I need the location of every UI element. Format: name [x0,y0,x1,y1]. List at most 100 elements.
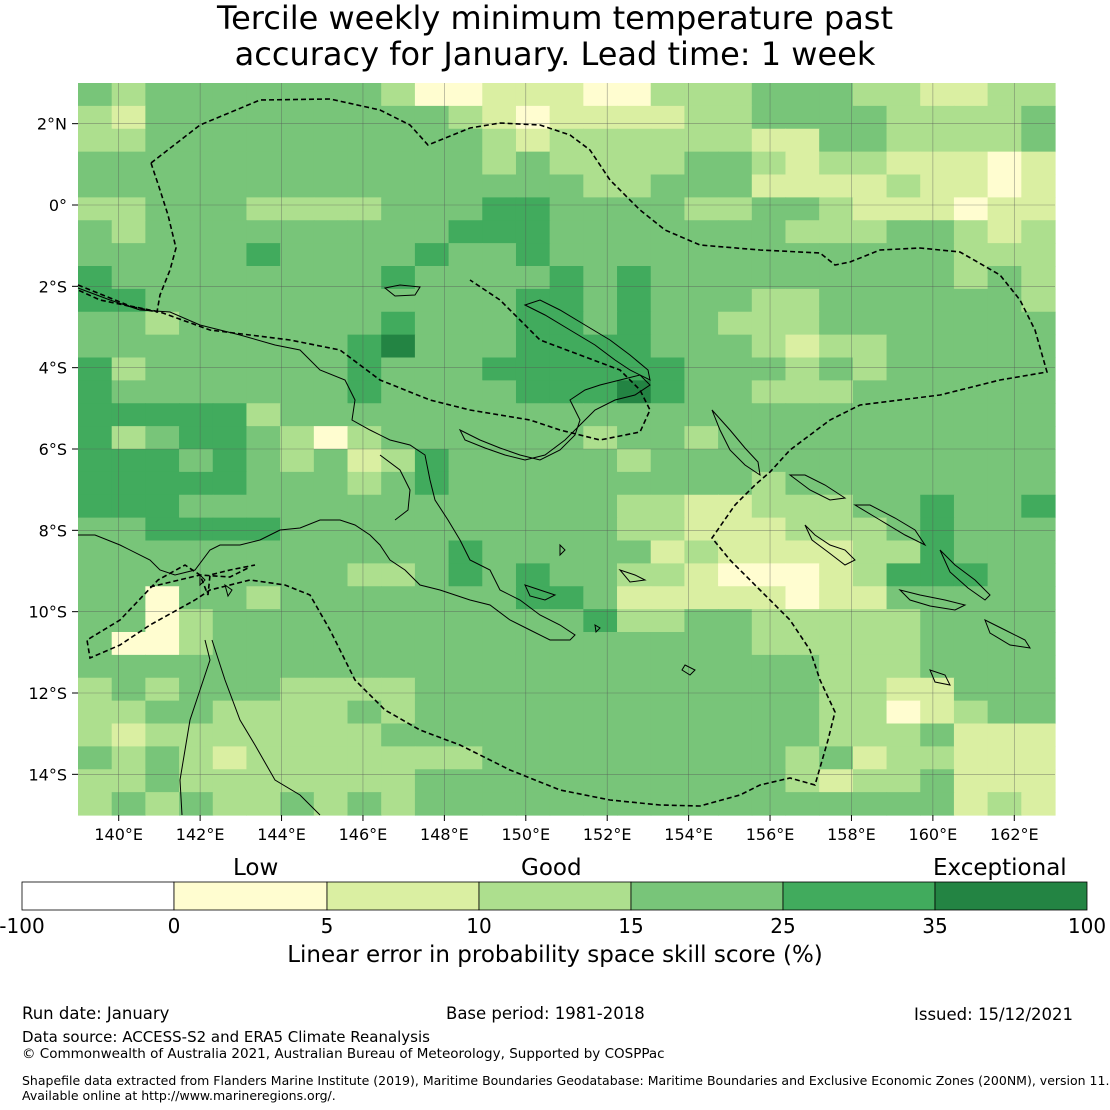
grid-cell [280,449,315,473]
grid-cell [583,769,618,793]
grid-cell [515,197,551,221]
grid-cell [280,609,315,633]
grid-cell [448,334,483,359]
grid-cell [987,609,1022,633]
grid-cell [549,746,584,770]
grid-cell [852,494,888,519]
grid-cell [819,334,854,359]
grid-cell [684,700,719,725]
grid-cell [179,700,214,725]
grid-cell [785,700,820,725]
grid-cell [448,609,483,633]
grid-cell [751,517,787,542]
grid-cell [111,334,146,359]
x-tick-label: 146°E [339,825,388,844]
grid-cell [246,334,281,359]
grid-cell [718,311,753,336]
grid-cell [381,243,416,267]
grid-cell [482,220,517,244]
grid-cell [617,746,652,770]
grid-cell [684,769,719,793]
grid-cell [145,334,180,359]
grid-cell [381,220,416,244]
grid-cell [549,769,584,793]
grid-cell [785,792,820,816]
grid-cell [819,266,854,290]
grid-cell [313,288,349,313]
grid-cell [852,449,888,473]
grid-cell [718,654,753,679]
grid-cell [987,654,1022,679]
grid-cell [953,151,989,176]
grid-cell [280,563,315,587]
grid-cell [347,540,382,564]
grid-cell [617,311,652,336]
grid-cell [751,540,787,564]
grid-cell [852,243,888,267]
grid-cell [381,654,416,679]
grid-cell [718,266,753,290]
grid-cell [886,563,921,587]
grid-cell [650,563,686,587]
y-tick-label: 2°N [37,115,67,134]
grid-cell [920,334,955,359]
grid-cell [212,540,248,564]
grid-cell [448,746,483,770]
colorbar-swatch [630,881,784,911]
colorbar-swatches [21,881,1088,911]
grid-cell [145,792,180,816]
grid-cell [617,220,652,244]
grid-cell [819,403,854,427]
grid-cell [549,449,584,473]
grid-cell [684,632,719,656]
grid-cell [347,243,382,267]
grid-cell [347,334,382,359]
grid-cell [381,357,416,381]
grid-cell [886,449,921,473]
grid-cell [145,197,180,221]
grid-cell [953,311,989,336]
grid-cell [145,83,180,107]
grid-cell [179,654,214,679]
grid-cell [515,334,551,359]
grid-cell [987,449,1022,473]
grid-cell [381,700,416,725]
grid-cell [111,220,146,244]
grid-cell [347,563,382,587]
grid-cell [650,792,686,816]
grid-cell [111,403,146,427]
grid-cell [482,723,517,747]
grid-cell [280,471,315,496]
y-tick-label: 12°S [28,684,67,703]
grid-cell [280,105,315,130]
grid-cell [650,746,686,770]
grid-cell [852,563,888,587]
grid-cell [179,151,214,176]
grid-cell [313,334,349,359]
makira-coastline [984,618,1031,649]
colorbar [21,881,1088,911]
x-tick-label: 160°E [909,825,958,844]
grid-cell [246,174,281,198]
grid-cell [414,471,450,496]
grid-cell [482,540,517,564]
grid-cell [785,380,820,404]
grid-cell [347,197,382,221]
grid-cell [145,128,180,153]
grid-cell [617,654,652,679]
grid-cell [111,243,146,267]
grid-cell [280,632,315,656]
grid-cell [448,288,483,313]
grid-cell [78,311,113,336]
grid-cell [347,266,382,290]
grid-cell [381,563,416,587]
grid-cell [448,197,483,221]
grid-cell [852,311,888,336]
grid-cell [583,105,618,130]
grid-cell [448,426,483,450]
grid-cell [280,517,315,542]
grid-cell [145,586,180,610]
grid-cell [920,677,955,702]
grid-cell [179,540,214,564]
grid-cell [482,403,517,427]
